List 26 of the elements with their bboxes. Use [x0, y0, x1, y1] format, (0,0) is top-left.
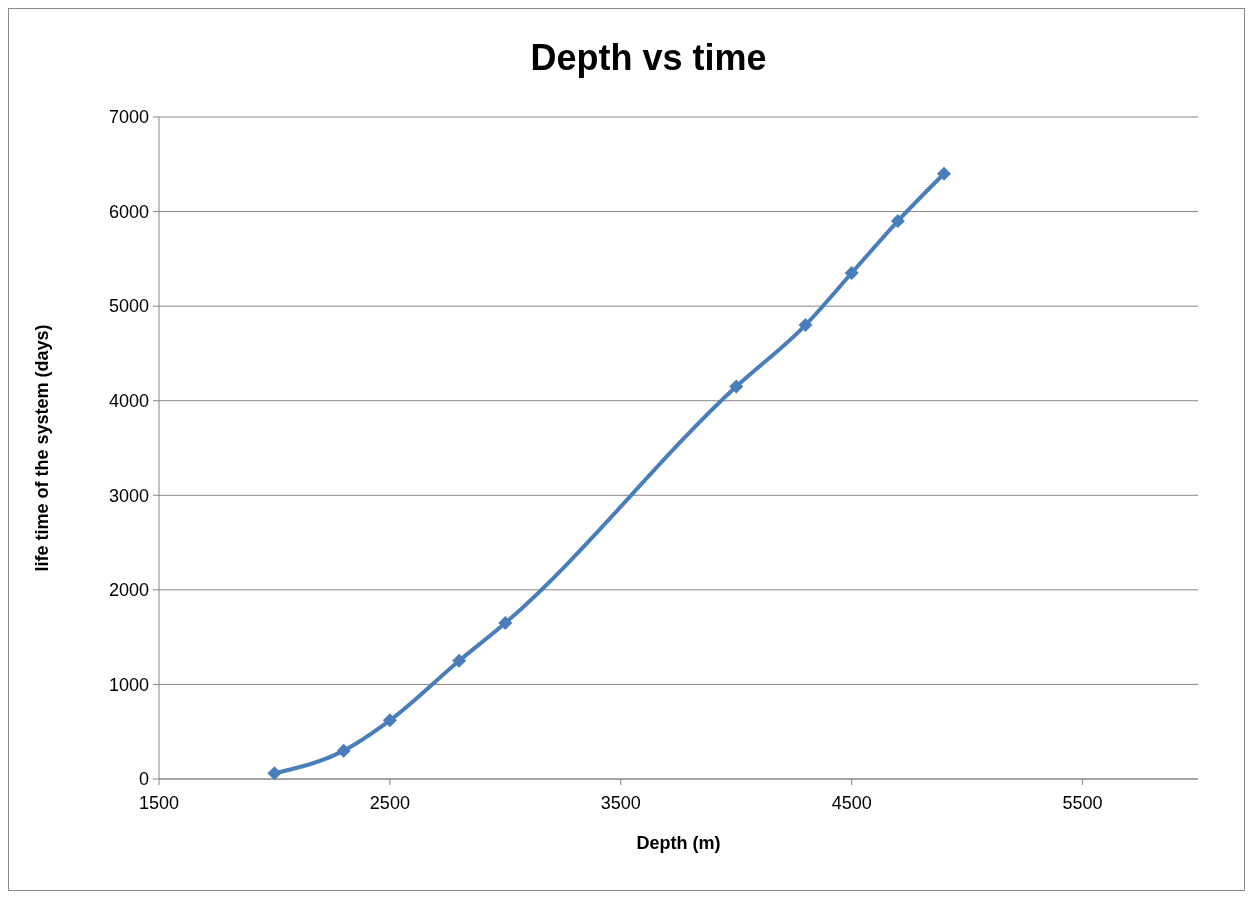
point	[382, 713, 397, 728]
y-tick-label: 2000	[108, 580, 149, 601]
y-tick-label: 4000	[108, 391, 149, 412]
point	[798, 318, 813, 333]
y-axis-title: life time of the system (days)	[32, 324, 52, 572]
y-tick-label: 0	[138, 769, 149, 790]
point	[498, 615, 513, 630]
y-tick-label: 3000	[108, 485, 149, 506]
point	[890, 214, 905, 229]
chart-title: Depth vs time	[530, 37, 767, 78]
point	[729, 379, 744, 394]
x-tick-label: 5500	[1062, 793, 1103, 813]
x-tick-label: 2500	[369, 793, 410, 813]
x-tick-label: 1500	[138, 793, 180, 813]
x-tick-label: 3500	[600, 793, 641, 813]
point	[336, 743, 351, 758]
y-tick-label: 6000	[108, 201, 149, 222]
x-tick-label: 4500	[831, 793, 872, 813]
y-tick-label: 1000	[108, 674, 149, 695]
y-tick-label: 7000	[108, 107, 149, 128]
point	[267, 766, 282, 781]
point	[844, 266, 859, 281]
point	[937, 166, 952, 181]
x-axis-title: Depth (m)	[636, 833, 721, 853]
point	[452, 653, 467, 668]
y-tick-label: 5000	[108, 296, 149, 317]
